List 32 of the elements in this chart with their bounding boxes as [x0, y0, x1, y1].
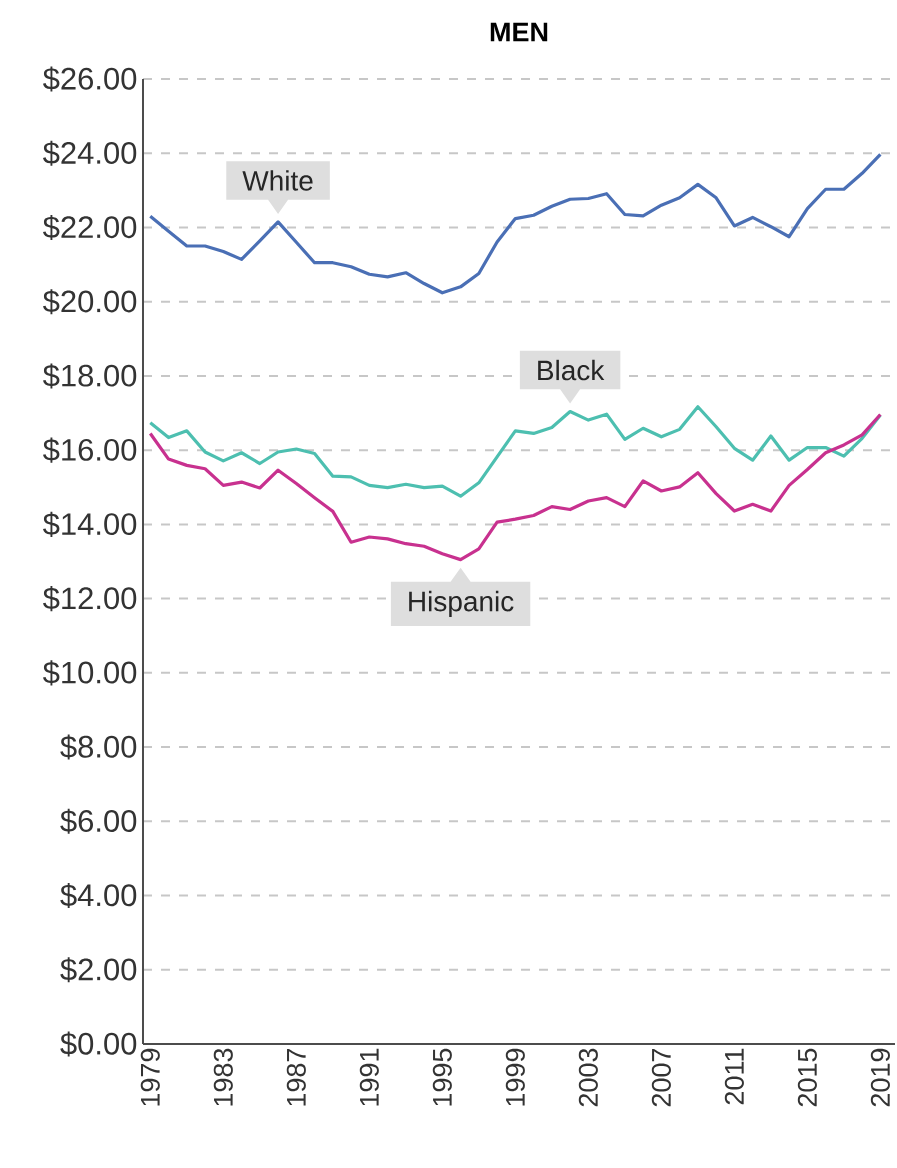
x-tick-label: 1991 — [359, 1048, 379, 1106]
y-tick-label: $26.00 — [42, 66, 137, 92]
x-tick-label: 2003 — [578, 1048, 598, 1107]
y-tick-label: $22.00 — [42, 214, 137, 241]
series-label: Black — [538, 359, 605, 381]
x-tick-label: 1987 — [286, 1048, 306, 1106]
series-label: Hispanic — [409, 590, 514, 617]
y-tick-label: $8.00 — [60, 734, 137, 760]
x-tick-label: 1999 — [505, 1048, 525, 1106]
chart-title: MEN — [490, 22, 548, 42]
y-tick-label: $16.00 — [42, 437, 137, 463]
y-tick-label: $18.00 — [42, 363, 137, 389]
series-label: White — [242, 170, 313, 191]
y-tick-label: $12.00 — [42, 586, 137, 612]
x-tick-label: 1979 — [140, 1048, 160, 1106]
y-tick-label: $10.00 — [42, 660, 137, 686]
y-tick-label: $20.00 — [42, 289, 137, 315]
x-tick-label: 2011 — [724, 1048, 744, 1105]
x-tick-label: 1983 — [213, 1048, 233, 1106]
y-tick-label: $6.00 — [60, 808, 137, 834]
line-series — [148, 152, 882, 295]
y-tick-label: $0.00 — [60, 1031, 137, 1057]
y-tick-label: $24.00 — [42, 140, 137, 166]
x-tick-label: 1995 — [432, 1048, 452, 1106]
x-tick-label: 2007 — [651, 1048, 671, 1107]
line-series — [148, 405, 882, 498]
line-series — [148, 412, 882, 562]
x-tick-label: 2015 — [797, 1048, 817, 1107]
y-tick-label: $2.00 — [60, 957, 137, 983]
y-tick-label: $14.00 — [42, 511, 137, 537]
y-tick-label: $4.00 — [60, 882, 137, 909]
x-tick-label: 2019 — [870, 1048, 890, 1107]
